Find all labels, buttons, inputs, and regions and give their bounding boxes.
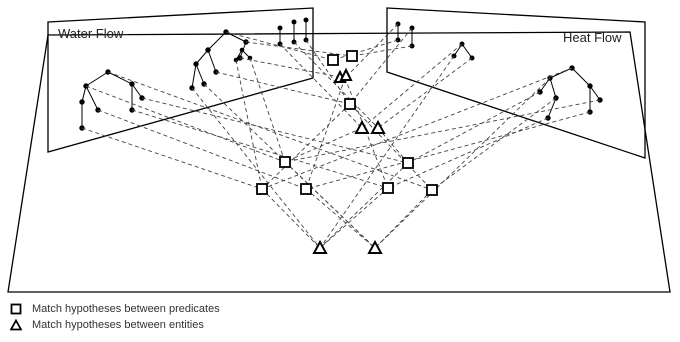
predicate-matches <box>256 50 438 196</box>
heat-flow-label: Heat Flow <box>563 30 622 45</box>
predicate-match-square <box>426 184 438 196</box>
match-connections <box>81 23 601 249</box>
predicate-match-square <box>256 183 268 195</box>
predicate-match-square <box>344 98 356 110</box>
entity-match-triangle <box>354 119 370 134</box>
entity-match-triangle <box>367 239 383 254</box>
legend-predicates-label: Match hypotheses between predicates <box>32 303 220 315</box>
entity-match-triangle <box>312 239 328 254</box>
predicate-match-square <box>346 50 358 62</box>
water-flow-panel <box>47 7 314 153</box>
legend-entities: Match hypotheses between entities <box>10 318 204 332</box>
structure-mapping-diagram: Water Flow Heat Flow <box>7 7 671 293</box>
legend-entities-label: Match hypotheses between entities <box>32 319 204 331</box>
entity-match-triangle <box>370 119 386 134</box>
predicate-match-square <box>382 182 394 194</box>
predicate-match-square <box>300 183 312 195</box>
legend-predicates: Match hypotheses between predicates <box>10 302 220 316</box>
predicate-match-square <box>279 156 291 168</box>
triangle-legend-icon <box>10 319 22 331</box>
heat-flow-panel <box>386 7 646 159</box>
base-plane <box>7 31 671 293</box>
entity-match-triangle <box>339 67 353 81</box>
water-flow-label: Water Flow <box>58 26 124 41</box>
entity-matches <box>312 67 386 254</box>
predicate-match-square <box>327 54 339 66</box>
predicate-match-square <box>402 157 414 169</box>
square-legend-icon <box>10 303 22 315</box>
